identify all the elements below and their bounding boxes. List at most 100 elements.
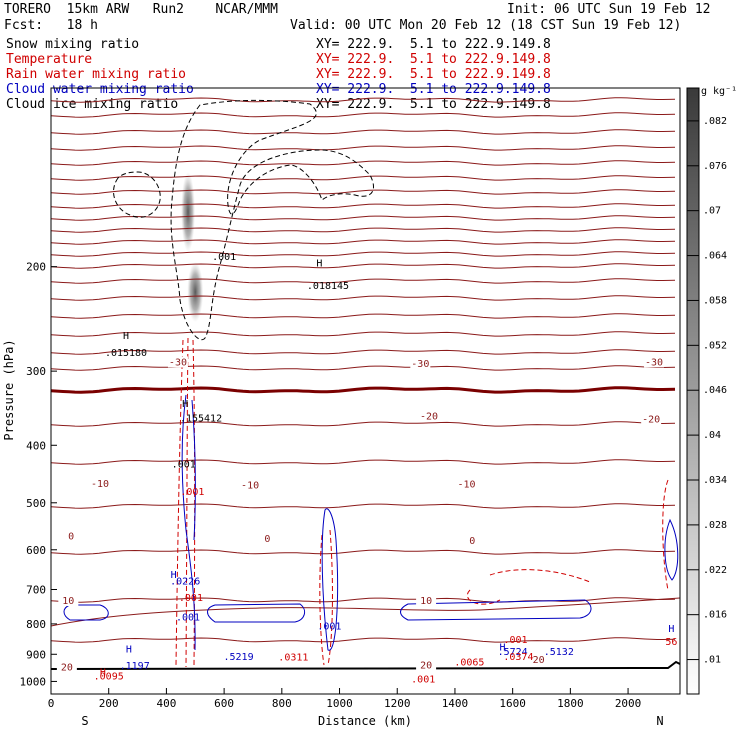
- x-axis-label: Distance (km): [318, 714, 412, 728]
- temperature-label-bg: [416, 595, 437, 607]
- y-tick-label: 500: [26, 497, 46, 510]
- x-tick-label: 800: [272, 697, 292, 710]
- legend-xy-cloud-water: XY= 222.9. 5.1 to 222.9.149.8: [316, 82, 551, 97]
- x-tick-label: 1600: [499, 697, 526, 710]
- contour-annotation: H: [123, 331, 129, 342]
- contour-annotation: H: [668, 624, 674, 635]
- contour-annotation: .0226: [170, 576, 200, 587]
- legend-xy-rain: XY= 222.9. 5.1 to 222.9.149.8: [316, 67, 551, 82]
- rain-contour-mid: [319, 529, 333, 666]
- isotherm-13: [50, 278, 676, 284]
- colorbar-tick-label: .01: [703, 655, 721, 666]
- temperature-label: 0: [469, 536, 475, 547]
- temperature-label: -20: [642, 415, 660, 426]
- x-tick-label: 200: [99, 697, 119, 710]
- temperature-label: -10: [457, 480, 475, 491]
- snow-shade-upper: [181, 172, 196, 252]
- contour-annotation: .0311: [278, 652, 308, 663]
- colorbar: g kg⁻¹ .01 .016 .022 .028 .034 .04 .046 .052 .058…: [686, 86, 737, 695]
- x-axis-ticks: 0 200 400 600 800 1000 1200 1400 1600 1800 2000: [48, 688, 642, 710]
- contour-annotation: .001: [172, 459, 196, 470]
- cloud-water-column: [181, 394, 196, 651]
- cloud-ice-contour-main: [170, 99, 374, 341]
- cloud-water-mid: [321, 508, 339, 651]
- isotherm-18: [50, 365, 676, 371]
- isotherm-0: [50, 97, 676, 103]
- temperature-label-bg: [641, 413, 662, 425]
- y-axis-label: Pressure (hPa): [2, 339, 16, 440]
- contour-annotation: .1197: [120, 661, 150, 672]
- annotations: H.015180.001H.018145H.155412.001.001H.02…: [94, 252, 678, 686]
- legend-xy-snow: XY= 222.9. 5.1 to 222.9.149.8: [316, 37, 551, 52]
- contour-labels: -30 -30 -30 -20 -20 -10 -10 -10 0 0 0 10 10 20 20 20: [56, 356, 665, 674]
- isotherm-2: [50, 129, 676, 135]
- y-tick-label: 600: [26, 544, 46, 557]
- x-tick-label: 2000: [615, 697, 642, 710]
- contour-annotation: .001: [411, 675, 435, 686]
- isotherm-12: [50, 263, 676, 269]
- temperature-label: 0: [264, 534, 270, 545]
- temperature-label-bg: [257, 532, 278, 544]
- colorbar-tick-label: .058: [703, 295, 727, 306]
- colorbar-ramp: [686, 87, 700, 695]
- isotherm-warm-2: [50, 503, 676, 509]
- colorbar-tick-label: .064: [703, 251, 727, 262]
- contour-annotation: 56: [665, 637, 677, 648]
- y-tick-label: 900: [26, 648, 46, 661]
- isotherm-4: [50, 160, 676, 166]
- colorbar-unit: g kg⁻¹: [701, 86, 737, 97]
- contour-annotation: .5132: [544, 647, 574, 658]
- plot-frame: [50, 87, 681, 695]
- legend-label-cloud-water: Cloud water mixing ratio: [6, 82, 194, 97]
- temperature-label-bg: [56, 661, 77, 673]
- south-end-label: S: [81, 714, 88, 728]
- legend-label-snow: Snow mixing ratio: [6, 37, 140, 52]
- cloud-ice-contour-left: [113, 171, 161, 218]
- cloud-water-low: [63, 599, 592, 623]
- contour-annotation: H: [316, 259, 322, 270]
- isotherm-warm-1: [50, 459, 676, 465]
- temperature-contours: [50, 97, 681, 643]
- y-axis-ticks: 200 300 400 500 600 700 800 900 1000: [20, 261, 57, 688]
- snow-shading: [181, 172, 204, 322]
- contour-annotation: .001: [317, 622, 341, 633]
- colorbar-tick-label: .046: [703, 385, 727, 396]
- legend-label-rain: Rain water mixing ratio: [6, 67, 187, 82]
- x-tick-label: 1000: [326, 697, 353, 710]
- x-tick-label: 0: [48, 697, 55, 710]
- y-tick-label: 1000: [20, 675, 47, 688]
- contour-annotation: .0065: [454, 657, 484, 668]
- isotherm-9: [50, 227, 676, 233]
- contour-annotation: .0095: [94, 671, 124, 682]
- contour-annotation: H: [126, 644, 132, 655]
- contour-annotation: .001: [180, 487, 204, 498]
- colorbar-tick-label: .034: [703, 475, 727, 486]
- x-tick-label: 1200: [384, 697, 411, 710]
- temperature-label: 10: [420, 596, 432, 607]
- temperature-label-bg: [61, 530, 82, 542]
- isotherm-10: [50, 239, 676, 245]
- contour-annotation: .018145: [307, 281, 349, 292]
- snow-shade-lower: [187, 262, 204, 322]
- temperature-label: -10: [91, 479, 109, 490]
- model-title: TORERO 15km ARW Run2 NCAR/MMM: [4, 2, 278, 17]
- contour-annotation: H: [182, 399, 188, 410]
- isotherm-14: [50, 295, 676, 301]
- colorbar-tick-label: .016: [703, 610, 727, 621]
- isotherm-11: [50, 251, 676, 257]
- contour-annotation: .155412: [180, 414, 222, 425]
- forecast-hour: Fcst: 18 h: [4, 18, 98, 33]
- contour-annotation: .001: [212, 252, 236, 263]
- contour-annotation: .5219: [223, 652, 253, 663]
- temperature-label: -30: [169, 357, 187, 368]
- colorbar-tick-label: .082: [703, 116, 727, 127]
- temperature-label: 10: [62, 596, 74, 607]
- temperature-label: -10: [241, 481, 259, 492]
- isotherm-5: [50, 175, 676, 181]
- contour-annotation: .015180: [105, 348, 147, 359]
- contour-annotation: H: [171, 570, 177, 581]
- temperature-label-bg: [167, 356, 188, 368]
- isotherm-6: [50, 189, 676, 195]
- isotherm-surface: [50, 597, 681, 627]
